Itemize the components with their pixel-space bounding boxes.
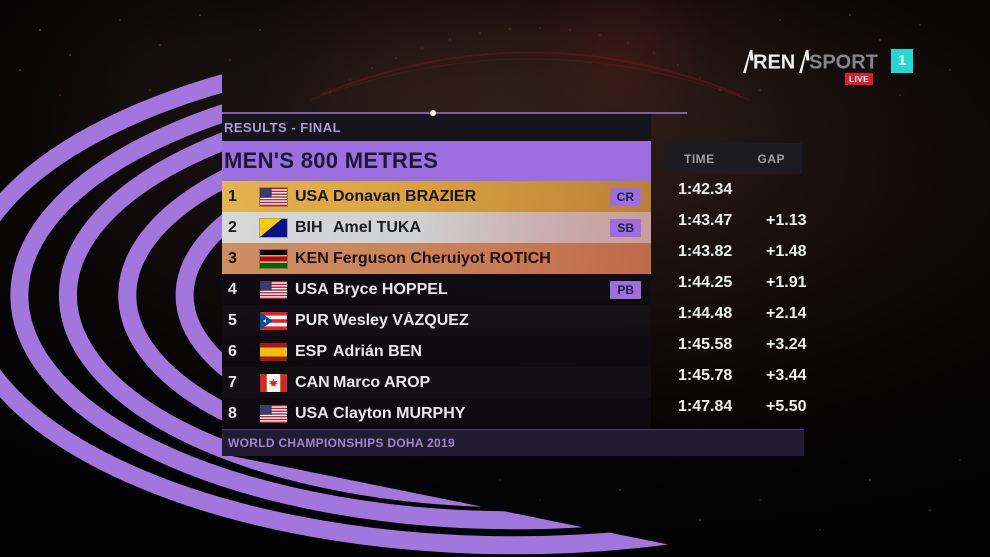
svg-text:SPORT: SPORT [809, 51, 878, 73]
svg-text:REN: REN [753, 51, 795, 73]
